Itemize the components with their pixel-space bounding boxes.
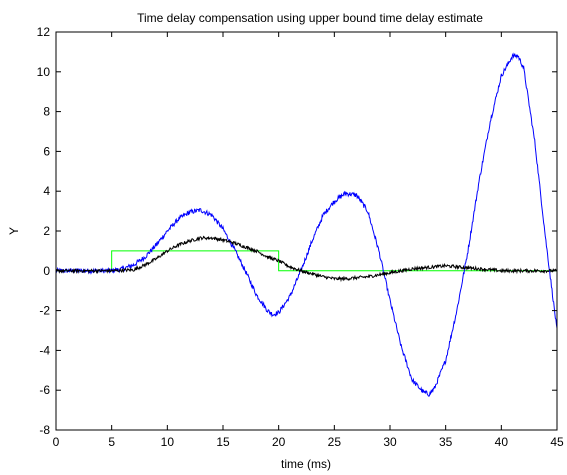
x-axis: 0 5 10 15 20 25 30 35 40 45 <box>53 32 564 449</box>
y-tick-label: -2 <box>39 304 50 318</box>
x-tick-label: 10 <box>161 435 175 449</box>
y-tick-label: -6 <box>39 383 50 397</box>
y-tick-label: 8 <box>43 105 50 119</box>
y-axis: -8 -6 -4 -2 0 2 4 6 8 10 12 <box>37 25 557 437</box>
y-tick-label: 4 <box>43 184 50 198</box>
x-tick-label: 40 <box>495 435 509 449</box>
x-tick-label: 20 <box>272 435 286 449</box>
x-tick-label: 15 <box>216 435 230 449</box>
y-tick-label: 2 <box>43 224 50 238</box>
plot-area <box>56 52 557 397</box>
y-tick-label: 0 <box>43 264 50 278</box>
y-tick-label: 10 <box>37 65 51 79</box>
y-tick-label: -8 <box>39 423 50 437</box>
x-axis-label: time (ms) <box>281 457 331 471</box>
y-tick-label: 6 <box>43 144 50 158</box>
series-line-2 <box>56 52 557 397</box>
x-tick-label: 45 <box>550 435 564 449</box>
x-tick-label: 30 <box>383 435 397 449</box>
y-axis-label: Y <box>7 227 21 235</box>
x-tick-label: 5 <box>108 435 115 449</box>
y-tick-label: -4 <box>39 343 50 357</box>
chart-title: Time delay compensation using upper boun… <box>137 11 483 25</box>
x-tick-label: 25 <box>328 435 342 449</box>
x-tick-label: 35 <box>439 435 453 449</box>
x-tick-label: 0 <box>53 435 60 449</box>
y-tick-label: 12 <box>37 25 51 39</box>
series-line-3 <box>56 235 557 283</box>
